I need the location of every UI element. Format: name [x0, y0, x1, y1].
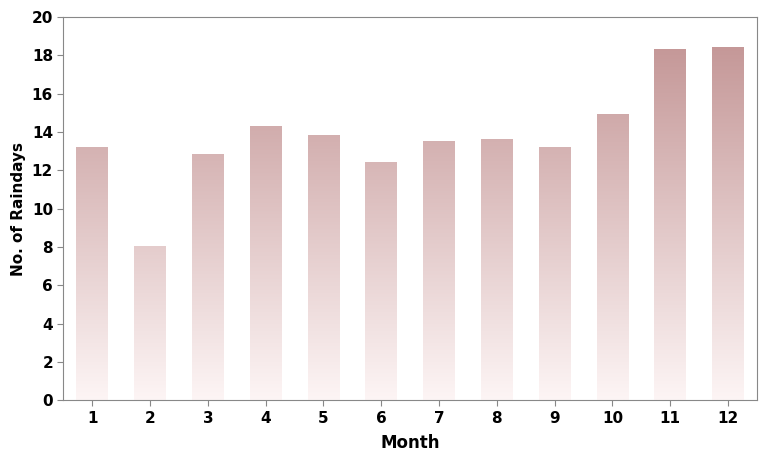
X-axis label: Month: Month [380, 434, 440, 452]
Y-axis label: No. of Raindays: No. of Raindays [11, 142, 26, 275]
